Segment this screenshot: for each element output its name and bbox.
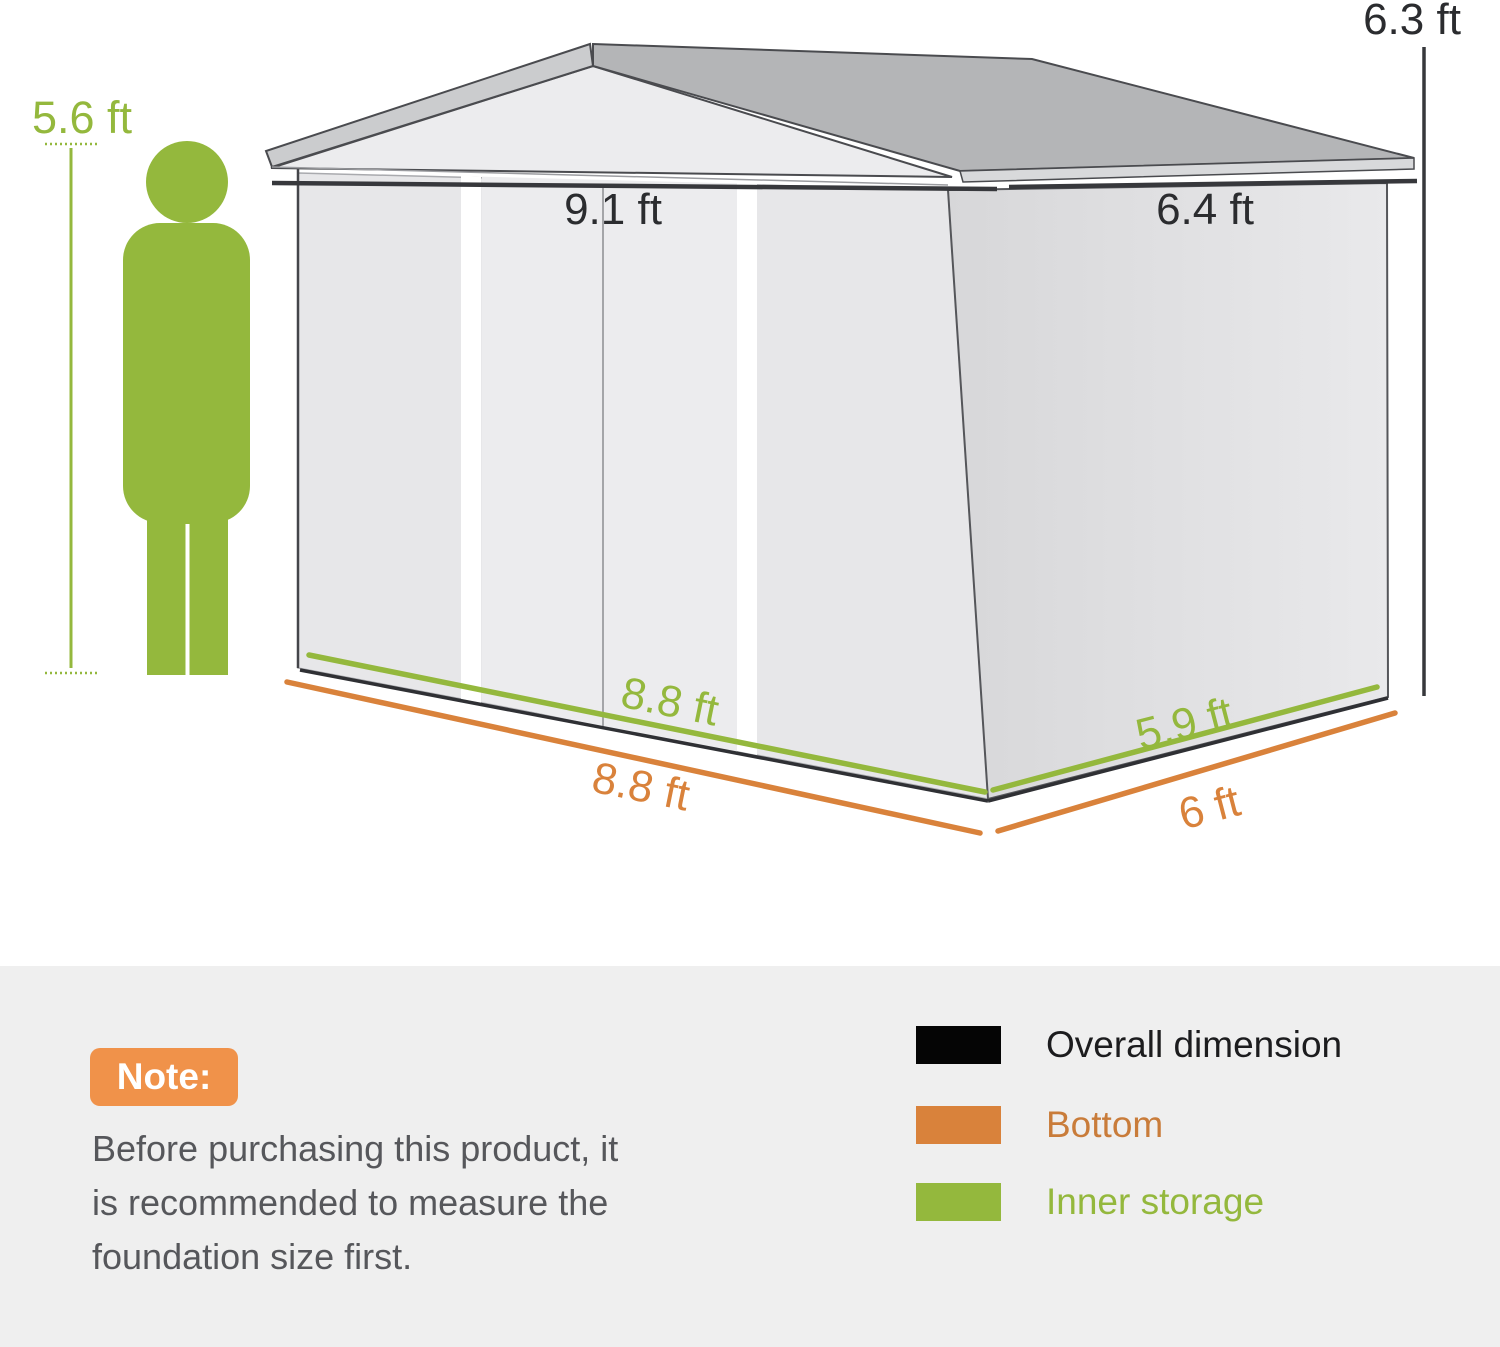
roof-fascia — [959, 157, 1415, 183]
inner-storage-lines — [306, 652, 1380, 795]
sliding-door-panels — [482, 175, 737, 755]
overall-width-line-side — [1008, 178, 1418, 190]
person-figure: 5.6 ft — [32, 92, 250, 675]
base-edge-side — [987, 696, 1389, 803]
overall-dimension-lines — [271, 47, 1426, 803]
legend-row-inner-storage: Inner storage — [916, 1181, 1265, 1222]
overall-width-line-front — [271, 180, 998, 192]
legend-label-inner-storage: Inner storage — [1046, 1181, 1265, 1222]
eave-line — [271, 166, 949, 186]
inner-line-side — [990, 684, 1380, 793]
shed-diagram: 5.6 ft — [32, 0, 1461, 840]
legend-label-bottom: Bottom — [1046, 1104, 1164, 1145]
bottom-line-front — [284, 679, 983, 836]
bottom-line-side — [995, 710, 1398, 834]
door-frame-right — [737, 183, 757, 755]
note-badge: Note: — [90, 1048, 238, 1106]
person-head — [146, 141, 228, 223]
base-edge-front — [299, 668, 989, 803]
legend-row-overall: Overall dimension — [916, 1024, 1343, 1065]
info-panel: Note: Before purchasing this product, it… — [0, 966, 1500, 1347]
legend-row-bottom: Bottom — [916, 1104, 1164, 1145]
legend-label-overall: Overall dimension — [1046, 1024, 1343, 1065]
note-line-3: foundation size first. — [92, 1236, 413, 1277]
person-torso — [123, 223, 250, 523]
bottom-side-dimension: 6 ft — [1174, 777, 1245, 840]
legend-swatch-inner-storage — [916, 1183, 1001, 1221]
front-top-dimension: 9.1 ft — [564, 185, 662, 234]
person-height-label: 5.6 ft — [32, 92, 133, 143]
side-top-dimension: 6.4 ft — [1156, 185, 1254, 234]
door-frame-left — [461, 176, 481, 703]
note-line-2: is recommended to measure the — [92, 1182, 609, 1223]
note-text: Before purchasing this product, it is re… — [92, 1122, 618, 1284]
legend-swatch-bottom — [916, 1106, 1001, 1144]
legend-swatch-overall — [916, 1026, 1001, 1064]
note-line-1: Before purchasing this product, it — [92, 1128, 619, 1169]
legend: Overall dimension Bottom Inner storage B… — [916, 966, 1476, 1347]
bottom-dimension-lines — [284, 679, 1398, 836]
inner-line-front — [306, 652, 988, 795]
shed-structure — [264, 42, 1415, 801]
overall-height-dimension: 6.3 ft — [1363, 0, 1461, 44]
bottom-front-dimension: 8.8 ft — [588, 753, 694, 821]
